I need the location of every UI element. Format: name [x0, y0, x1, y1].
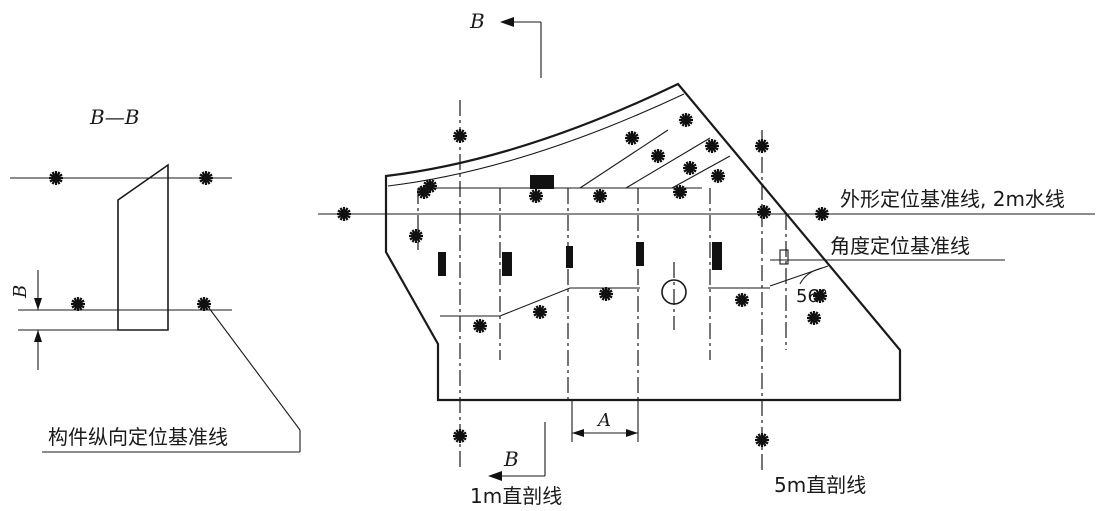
bb-profile-shape — [117, 163, 169, 331]
stiffener-block-2 — [502, 252, 512, 276]
datum-star-mark — [807, 311, 821, 325]
stiffener-block-4 — [636, 242, 644, 266]
datum-star-mark — [49, 171, 63, 185]
datum-star-mark — [199, 171, 213, 185]
datum-star-mark — [337, 207, 351, 221]
bb-leader-line — [205, 303, 301, 431]
plate-view: B 外形定位基准线, 2m水线 角度定位基准线 56° — [318, 9, 1095, 508]
stiffener-block-5 — [712, 242, 722, 270]
datum-star-mark — [673, 185, 687, 199]
datum-star-mark — [757, 205, 771, 219]
section-bb-title: B—B — [89, 105, 139, 129]
datum-marks — [49, 113, 829, 447]
datum-star-mark — [453, 429, 467, 443]
datum-star-mark — [813, 289, 827, 303]
datum-star-mark — [599, 287, 613, 301]
outline-baseline-label: 外形定位基准线, 2m水线 — [840, 187, 1065, 211]
datum-star-mark — [815, 207, 829, 221]
datum-star-mark — [679, 113, 693, 127]
section-letter-bottom: B — [503, 447, 519, 471]
datum-star-mark — [71, 297, 85, 311]
datum-star-mark — [651, 149, 665, 163]
datum-star-mark — [625, 131, 639, 145]
datum-star-mark — [197, 297, 211, 311]
longitudinal-baseline-label: 构件纵向定位基准线 — [48, 425, 228, 449]
bb-dim-label: B — [10, 285, 31, 299]
dim-a-label: A — [596, 410, 611, 431]
datum-star-mark — [755, 139, 769, 153]
diag-bracket-3 — [671, 155, 731, 189]
section-bb-view: B—B B 构件纵向定位基准线 — [10, 105, 301, 453]
datum-star-mark — [755, 433, 769, 447]
datum-star-mark — [735, 293, 749, 307]
datum-star-mark — [705, 139, 719, 153]
datum-star-mark — [473, 319, 487, 333]
datum-star-mark — [417, 185, 431, 199]
bb-dim-arrowhead-bottom — [34, 330, 42, 342]
cut-arrowhead-top — [500, 17, 514, 27]
cut-arrowhead-bottom — [488, 471, 502, 481]
plate-outline — [384, 82, 902, 402]
datum-star-mark — [529, 189, 543, 203]
datum-star-mark — [593, 189, 607, 203]
datum-star-mark — [711, 169, 725, 183]
diag-bracket-2 — [625, 137, 711, 189]
angle-baseline-label: 角度定位基准线 — [830, 234, 970, 258]
section-1m-label: 1m直剖线 — [470, 484, 562, 508]
diag-bracket-1 — [579, 129, 669, 189]
stiffener-block-1 — [438, 252, 446, 276]
plate-top-inner-edge — [387, 93, 685, 187]
top-block — [530, 175, 554, 189]
datum-star-mark — [409, 229, 423, 243]
bb-dim-arrowhead-top — [34, 298, 42, 310]
dim-a-arrow-left — [572, 429, 584, 437]
datum-star-mark — [683, 161, 697, 175]
section-5m-label: 5m直剖线 — [774, 473, 866, 497]
dim-a-arrow-right — [626, 429, 638, 437]
angle-arc — [799, 267, 823, 285]
datum-star-mark — [453, 129, 467, 143]
stiffener-block-6 — [779, 249, 789, 265]
datum-star-mark — [533, 305, 547, 319]
stiffener-block-3 — [566, 246, 573, 268]
section-letter-top: B — [469, 9, 485, 33]
